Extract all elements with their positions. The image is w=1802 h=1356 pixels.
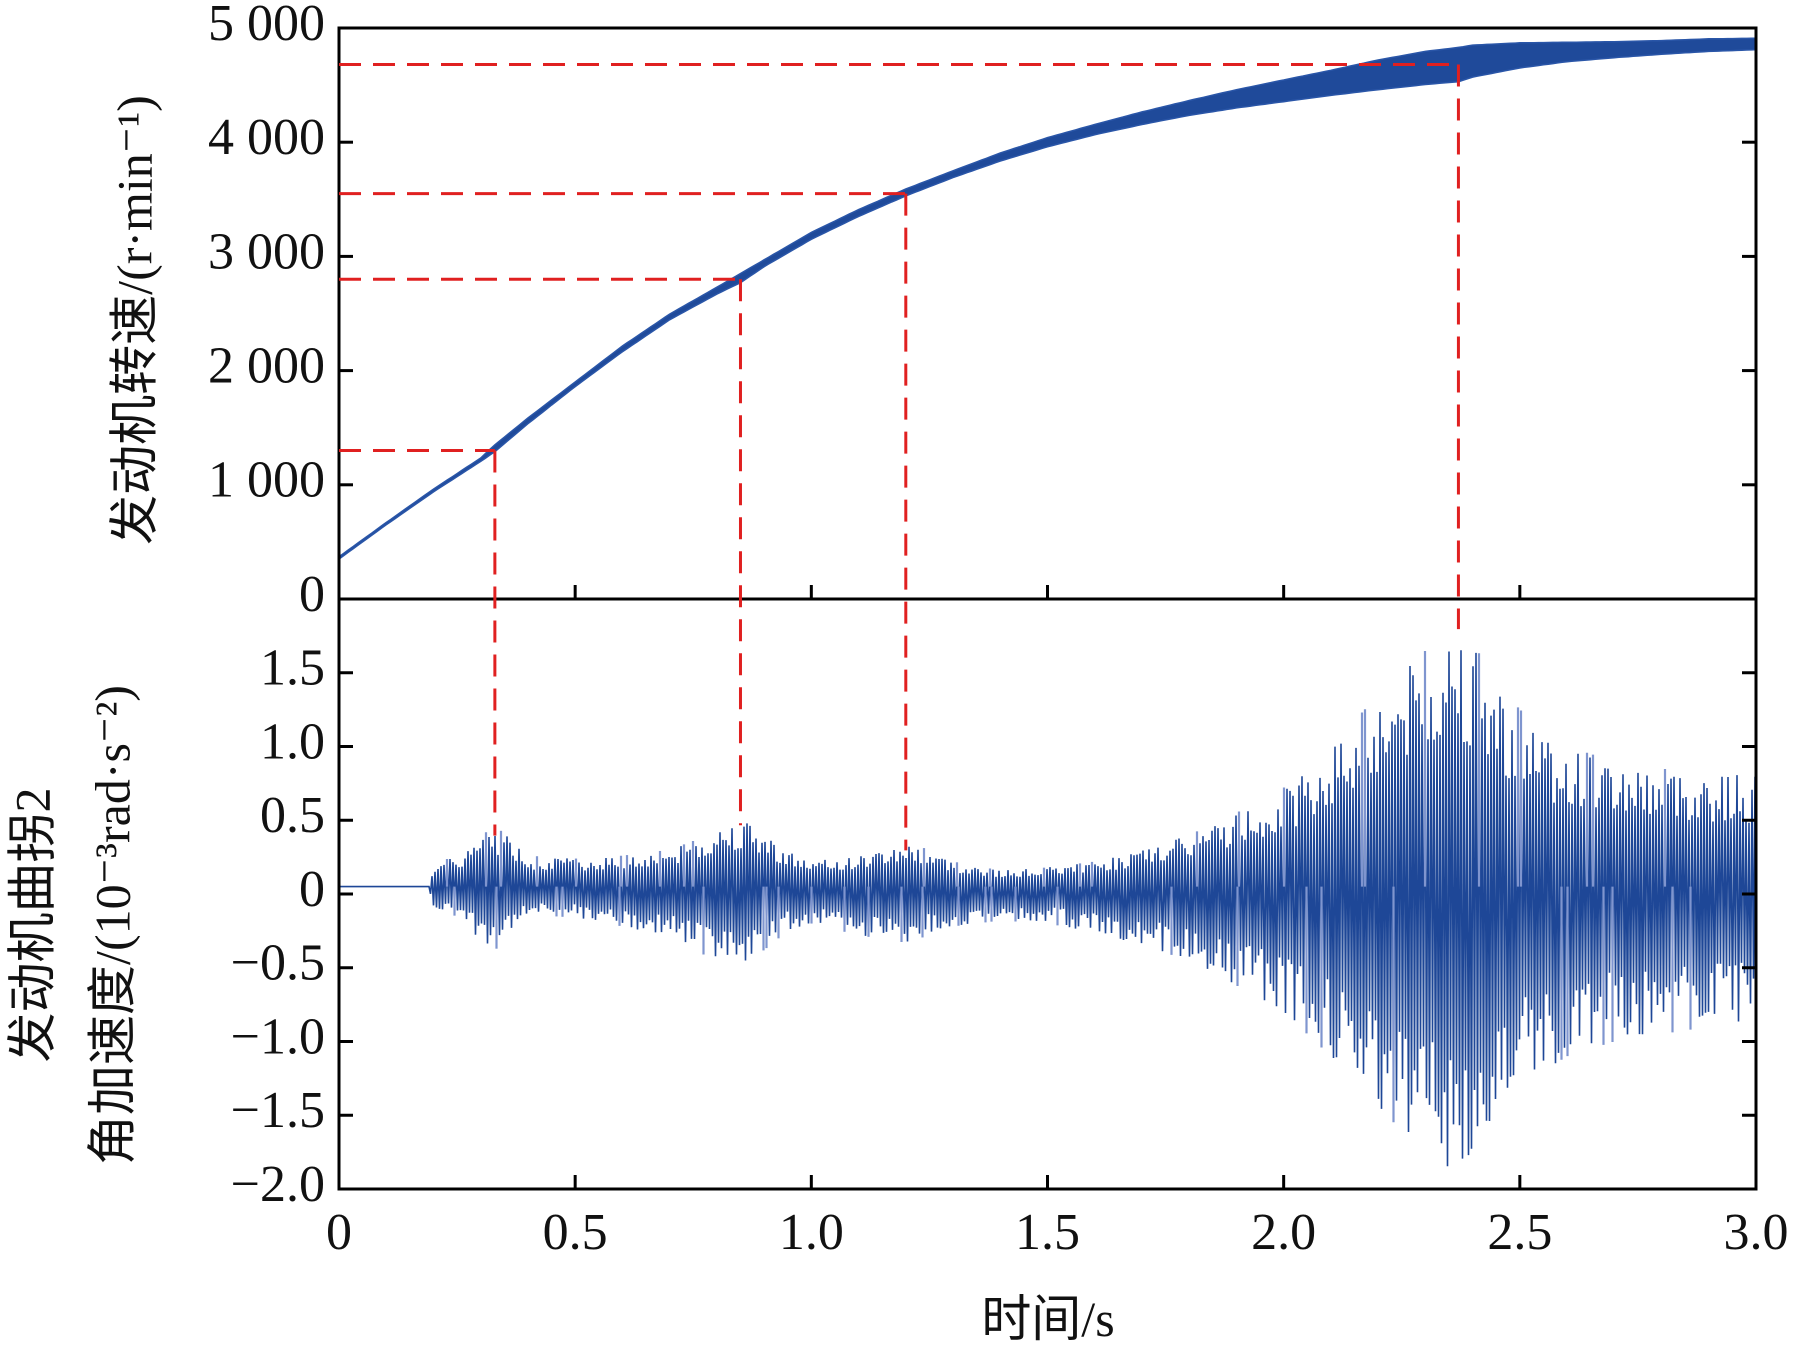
accel-series-line (339, 650, 1756, 1167)
x-tick-label: 0 (326, 1204, 352, 1261)
x-tick-label: 1.5 (1015, 1204, 1080, 1261)
speed-y-tick-label: 0 (299, 566, 325, 623)
accel-y-tick-label: −2.0 (231, 1156, 325, 1213)
speed-panel-frame (337, 26, 1758, 601)
speed-y-tick-label: 1 000 (208, 452, 325, 509)
speed-y-tick-label: 3 000 (208, 223, 325, 280)
speed-panel: 0 1 000 2 000 3 000 4 000 5 000 发动机转速/(r·min⁻… (106, 0, 1758, 623)
accel-y-tick-label: −1.0 (231, 1008, 325, 1065)
x-tick-label: 0.5 (543, 1204, 608, 1261)
accel-x-axis: 0 0.5 1.0 1.5 2.0 2.5 3.0 (326, 1175, 1789, 1261)
accel-y-axis-label-line2: 角加速度/(10⁻³rad·s⁻²) (84, 685, 140, 1165)
speed-x-ticks (337, 585, 1758, 599)
accel-y-tick-label: −0.5 (231, 935, 325, 992)
accel-y-tick-label: 0 (299, 861, 325, 918)
speed-y-tick-label: 5 000 (208, 0, 325, 52)
speed-y-axis-label: 发动机转速/(r·min⁻¹) (106, 95, 162, 545)
accel-y-axis-label-line1: 发动机曲拐2 (4, 788, 60, 1063)
x-tick-label: 2.5 (1487, 1204, 1552, 1261)
accel-y-tick-label: 1.5 (260, 640, 325, 697)
speed-plot-area (338, 37, 1757, 561)
x-axis-label: 时间/s (981, 1291, 1114, 1347)
x-tick-label: 3.0 (1724, 1204, 1789, 1261)
x-tick-label: 1.0 (779, 1204, 844, 1261)
speed-y-tick-label: 2 000 (208, 338, 325, 395)
speed-y-axis: 0 1 000 2 000 3 000 4 000 5 000 (208, 0, 1756, 623)
speed-series-band (338, 37, 1757, 561)
accel-y-tick-label: 0.5 (260, 787, 325, 844)
accel-y-axis: −2.0 −1.5 −1.0 −0.5 0 0.5 1.0 1.5 (231, 640, 1756, 1213)
speed-y-tick-label: 4 000 (208, 109, 325, 166)
reference-lines (339, 63, 1460, 851)
accel-y-tick-label: −1.5 (231, 1082, 325, 1139)
accel-panel: −2.0 −1.5 −1.0 −0.5 0 0.5 1.0 1.5 0 0.5 1.0 1.5 2.0… (4, 597, 1789, 1261)
accel-plot-area (339, 650, 1756, 1167)
accel-y-tick-label: 1.0 (260, 713, 325, 770)
x-tick-label: 2.0 (1251, 1204, 1316, 1261)
